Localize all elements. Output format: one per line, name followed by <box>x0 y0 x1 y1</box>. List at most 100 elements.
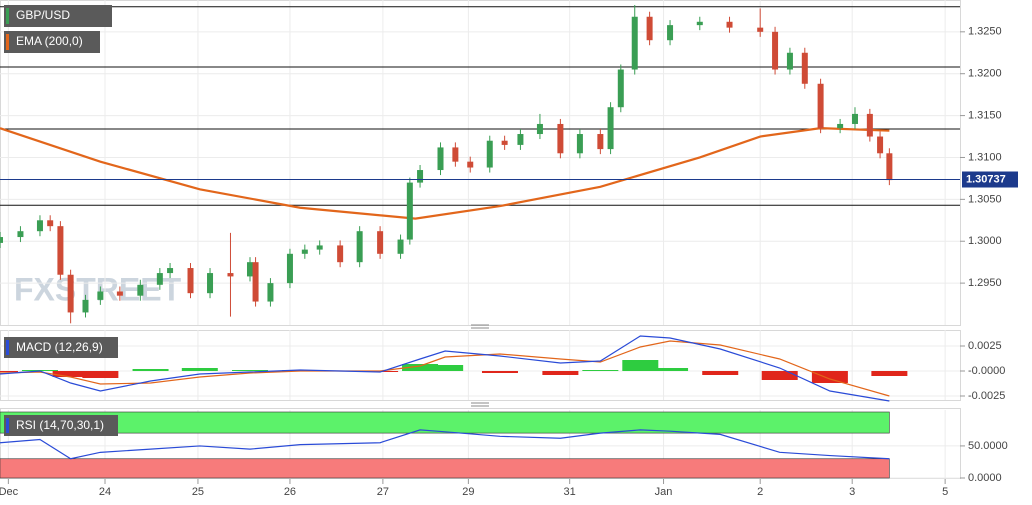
candle-body <box>267 283 274 302</box>
x-tick-label: Jan <box>655 486 673 498</box>
overbought-band <box>0 411 890 434</box>
legend-box[interactable] <box>4 5 112 27</box>
candle-body <box>246 262 253 277</box>
histogram-bar <box>181 368 218 371</box>
y-tick-label: 1.3050 <box>968 193 1002 205</box>
x-tick-label: Dec <box>0 486 19 498</box>
candle-body <box>726 21 733 28</box>
signal-line <box>0 340 890 397</box>
resize-grip[interactable] <box>471 324 489 329</box>
histogram-bar <box>402 364 439 371</box>
x-tick-label: 27 <box>377 486 389 498</box>
candle-body <box>851 113 858 124</box>
candle-body <box>801 52 808 84</box>
candle-body <box>397 239 404 254</box>
y-tick-label: 50.0000 <box>968 440 1008 452</box>
histogram-bar <box>582 370 619 371</box>
candle-body <box>187 268 194 294</box>
last-price-tag <box>962 171 1018 188</box>
y-tick-label: 0.0025 <box>968 340 1002 352</box>
histogram-bar <box>652 368 689 371</box>
y-tick-label: 1.3250 <box>968 26 1002 38</box>
candle-body <box>786 52 793 70</box>
resize-grip[interactable] <box>471 402 489 407</box>
legend-label: MACD (12,26,9) <box>16 340 103 354</box>
y-tick-label: 1.3100 <box>968 151 1002 163</box>
candle-body <box>517 134 524 145</box>
candle-body <box>377 231 384 254</box>
candle-body <box>576 134 583 154</box>
candle-body <box>207 273 214 294</box>
y-tick-label: 1.3200 <box>968 68 1002 80</box>
candle-body <box>696 21 703 26</box>
y-tick-label: -0.0025 <box>968 390 1005 402</box>
x-tick-label: 26 <box>284 486 296 498</box>
oversold-band <box>0 458 890 479</box>
candle-body <box>866 113 873 137</box>
histogram-bar <box>82 371 119 378</box>
x-tick-label: 24 <box>99 486 111 498</box>
histogram-bar <box>481 371 518 373</box>
candle-body <box>817 83 824 129</box>
legend-box[interactable] <box>4 337 118 358</box>
x-tick-label: 5 <box>942 486 948 498</box>
histogram-bar <box>871 371 908 376</box>
legend-swatch <box>6 340 9 355</box>
legend-label: GBP/USD <box>16 8 70 22</box>
histogram-bar <box>52 371 89 377</box>
candle-body <box>597 134 604 150</box>
candle-body <box>452 147 459 162</box>
histogram-bar <box>761 371 798 380</box>
candle-body <box>667 25 674 41</box>
candle-body <box>467 161 474 168</box>
legend: GBP/USD EMA (200,0) MACD (12,26,9) RSI (… <box>4 5 118 436</box>
candle-body <box>67 274 74 313</box>
ema-line <box>0 127 890 220</box>
candle-body <box>227 273 234 277</box>
y-tick-label: -0.0000 <box>968 365 1005 377</box>
macd-frame <box>0 330 961 401</box>
x-tick-label: 3 <box>849 486 855 498</box>
histogram-bar <box>811 371 848 383</box>
histogram-bar <box>427 365 464 371</box>
candle-body <box>97 291 104 300</box>
candle-body <box>316 245 323 250</box>
legend-swatch <box>6 418 9 433</box>
histogram-bar <box>0 371 18 372</box>
x-tick-label: 2 <box>757 486 763 498</box>
legend-label: EMA (200,0) <box>16 34 83 48</box>
candle-body <box>17 231 24 238</box>
x-tick-label: 25 <box>192 486 204 498</box>
legend-box[interactable] <box>4 415 118 436</box>
candle-body <box>437 147 444 171</box>
candle-body <box>772 31 779 70</box>
legend-swatch <box>6 34 9 50</box>
candle-body <box>877 136 884 154</box>
histogram-bar <box>132 369 169 371</box>
candle-body <box>617 69 624 108</box>
candle-body <box>886 153 893 181</box>
legend-swatch <box>6 8 9 24</box>
last-price-label: 1.30737 <box>966 173 1006 185</box>
candle-body <box>36 220 43 232</box>
candle-body <box>156 273 163 285</box>
y-tick-label: 0.0000 <box>968 472 1002 484</box>
candle-body <box>631 16 638 70</box>
candle-body <box>337 245 344 263</box>
x-tick-label: 29 <box>462 486 474 498</box>
histogram-bar <box>542 371 579 375</box>
candle-body <box>837 123 844 129</box>
legend-box[interactable] <box>4 31 100 53</box>
legend-label: RSI (14,70,30,1) <box>16 418 104 432</box>
candle-body <box>486 140 493 168</box>
x-tick-label: 31 <box>564 486 576 498</box>
candle-body <box>757 27 764 32</box>
histogram-bar <box>231 370 268 371</box>
candle-body <box>252 262 259 302</box>
histogram-bar <box>622 360 659 371</box>
candle-body <box>646 16 653 41</box>
candle-body <box>167 268 174 274</box>
candle-body <box>607 107 614 150</box>
plot-layer: Dec 24 25 26 27 29 31 Jan 2 3 5 1.2950 1.3000 1.3050 1… <box>0 0 1018 498</box>
candle-body <box>82 299 89 313</box>
